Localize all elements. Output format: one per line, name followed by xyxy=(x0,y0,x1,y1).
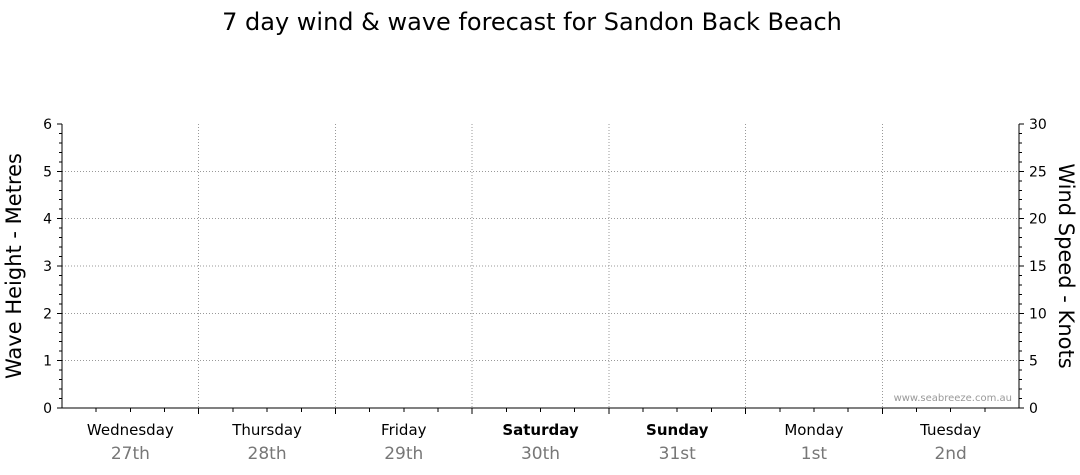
x-day-name-label: Thursday xyxy=(231,421,302,439)
y-right-tick-label: 15 xyxy=(1029,259,1047,275)
y-left-tick-label: 2 xyxy=(43,306,52,322)
axes xyxy=(57,123,1024,414)
y-right-tick-label: 25 xyxy=(1029,164,1047,180)
y-axis-left-title: Wave Height - Metres xyxy=(2,153,26,379)
y-axis-right-title: Wind Speed - Knots xyxy=(1054,163,1078,368)
y-left-tick-label: 1 xyxy=(43,354,52,370)
x-day-date-label: 31st xyxy=(659,444,696,464)
x-day-date-label: 29th xyxy=(384,444,423,464)
tick-labels: 0 1 2 3 4 5 6 0 5 10 15 20 25 30 Wednesday 27th Thursday… xyxy=(43,117,1047,464)
x-day-name-label: Sunday xyxy=(646,421,709,439)
y-left-tick-label: 6 xyxy=(43,117,52,133)
x-day-date-label: 27th xyxy=(111,444,150,464)
y-right-tick-label: 5 xyxy=(1029,354,1038,370)
chart-title: 7 day wind & wave forecast for Sandon Ba… xyxy=(222,8,842,36)
x-day-date-label: 1st xyxy=(801,444,828,464)
y-left-tick-label: 5 xyxy=(43,164,52,180)
x-day-date-label: 2nd xyxy=(934,444,966,464)
x-day-date-label: 30th xyxy=(521,444,560,464)
x-day-name-label: Monday xyxy=(784,421,843,439)
y-right-tick-label: 0 xyxy=(1029,401,1038,417)
y-left-tick-label: 0 xyxy=(43,401,52,417)
y-right-tick-label: 30 xyxy=(1029,117,1047,133)
y-left-tick-label: 3 xyxy=(43,259,52,275)
y-right-tick-label: 10 xyxy=(1029,306,1047,322)
gridlines xyxy=(62,124,1019,408)
y-right-tick-label: 20 xyxy=(1029,212,1047,228)
x-day-name-label: Wednesday xyxy=(87,421,174,439)
x-day-name-label: Tuesday xyxy=(919,421,981,439)
x-day-name-label: Friday xyxy=(381,421,427,439)
x-day-date-label: 28th xyxy=(248,444,287,464)
x-day-name-label: Saturday xyxy=(502,421,579,439)
y-left-tick-label: 4 xyxy=(43,212,52,228)
watermark-text: www.seabreeze.com.au xyxy=(894,393,1012,404)
